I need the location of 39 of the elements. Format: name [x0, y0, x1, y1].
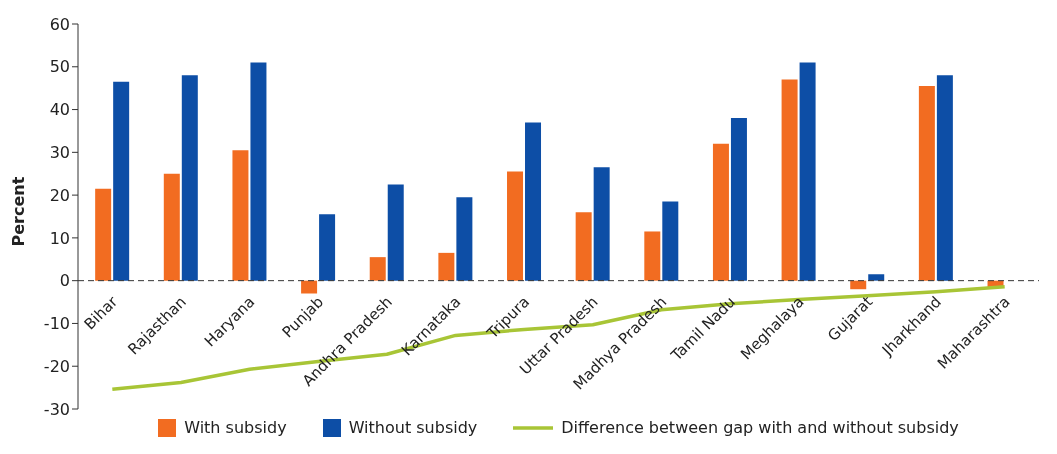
y-axis-title: Percent	[8, 176, 28, 247]
bar	[95, 188, 112, 281]
bar	[319, 214, 336, 281]
bar	[712, 143, 729, 281]
bar	[662, 201, 679, 281]
bar	[507, 171, 524, 281]
bar	[387, 184, 404, 281]
legend-label: Without subsidy	[348, 418, 478, 437]
y-tick-label: 30	[49, 143, 70, 163]
bar	[250, 62, 267, 281]
legend-label: Difference between gap with and without subsidy	[561, 418, 959, 437]
bar	[232, 150, 249, 281]
bar	[918, 86, 935, 281]
bar	[781, 79, 798, 281]
bar	[575, 212, 592, 281]
y-tick-label: -20	[43, 356, 70, 376]
bar	[593, 167, 610, 281]
legend-label: With subsidy	[184, 418, 287, 437]
y-tick-label: 60	[49, 14, 70, 34]
bar	[181, 75, 198, 281]
y-tick-label: 40	[49, 100, 70, 120]
y-tick-label: -10	[43, 314, 70, 334]
bar	[301, 280, 318, 294]
bar	[799, 62, 816, 281]
bar	[438, 252, 455, 281]
y-tick-label: 10	[49, 228, 70, 248]
bar	[936, 75, 953, 281]
bar	[730, 118, 747, 281]
bar	[113, 81, 130, 281]
bar	[525, 122, 542, 281]
y-tick-label: 50	[49, 57, 70, 77]
y-tick-label: 20	[49, 185, 70, 205]
bar	[644, 231, 661, 281]
bar	[456, 197, 473, 281]
bar	[850, 280, 867, 290]
y-tick-label: -30	[43, 399, 70, 419]
y-tick-label: 0	[59, 271, 70, 291]
bar	[369, 257, 386, 281]
bar	[163, 173, 180, 281]
